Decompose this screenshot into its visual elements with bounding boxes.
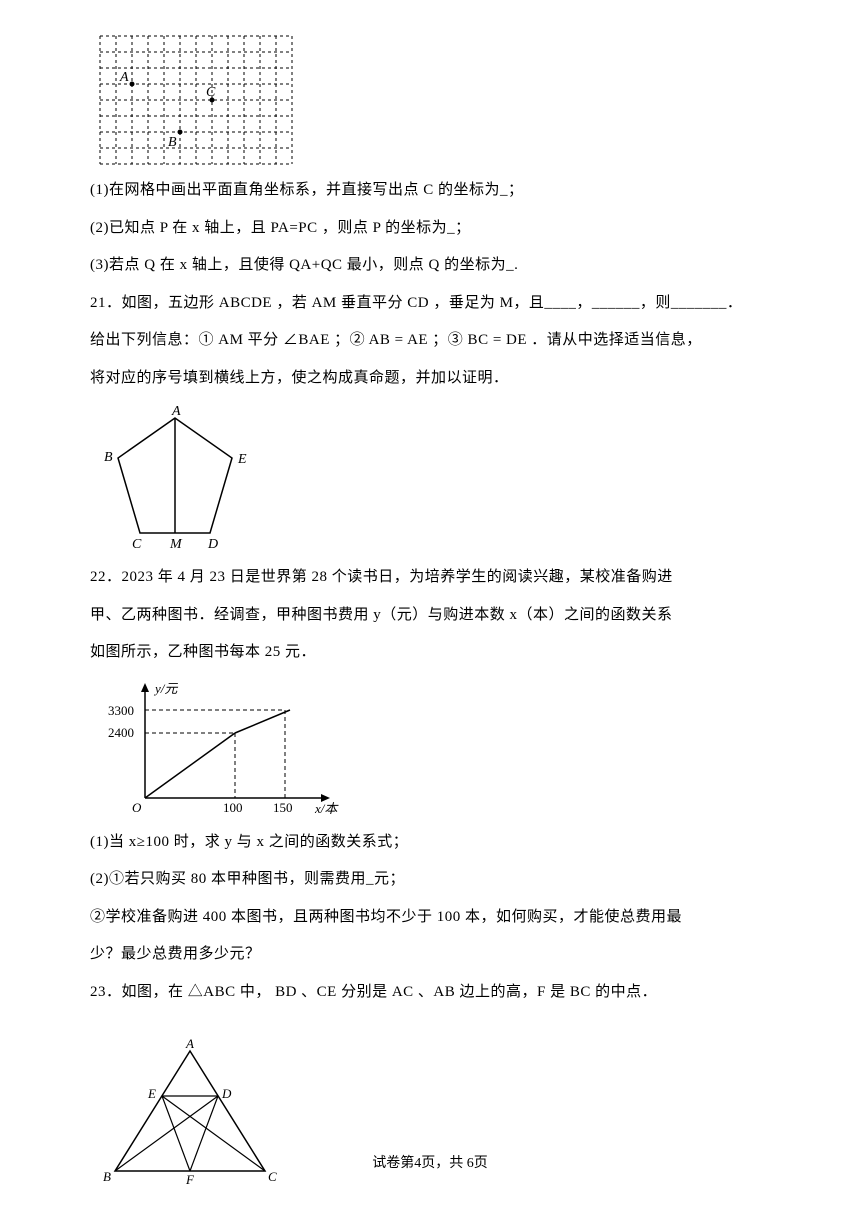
q22-text: 甲、乙两种图书．经调查，甲种图书费用 y（元）与购进本数 x（本）之间的函数关系 [90,597,770,635]
figure-pentagon: A B E C M D [90,403,770,553]
q22-1: (1)当 x≥100 时，求 y 与 x 之间的函数关系式； [90,824,770,862]
tri-A: A [185,1036,194,1051]
q21-text: 给出下列信息：① AM 平分 ∠BAE ；② AB = AE ；③ BC = D… [90,322,770,360]
q22-2b: ②学校准备购进 400 本图书，且两种图书均不少于 100 本，如何购买，才能使… [90,899,770,937]
q21-text: 将对应的序号填到横线上方，使之构成真命题，并加以证明． [90,360,770,398]
q-text: (3)若点 Q 在 x 轴上，且使得 QA+QC 最小，则点 Q 的坐标为_. [90,247,770,285]
grid-label-C: C [206,85,216,100]
grid-label-B: B [168,135,177,150]
pentagon-C: C [132,537,142,552]
figure-chart: y/元 x/本 3300 2400 100 150 O [90,678,770,818]
pentagon-A: A [171,404,181,419]
q22-text: 如图所示，乙种图书每本 25 元． [90,634,770,672]
q22-2a: (2)①若只购买 80 本甲种图书，则需费用_元； [90,861,770,899]
pentagon-M: M [169,537,183,552]
pentagon-D: D [207,537,218,552]
chart-y2: 2400 [108,725,134,740]
q22-text: 22．2023 年 4 月 23 日是世界第 28 个读书日，为培养学生的阅读兴… [90,559,770,597]
pentagon-B: B [104,450,113,465]
q23-text: 23．如图，在 △ABC 中， BD 、CE 分别是 AC 、AB 边上的高，F… [90,974,770,1012]
chart-x2: 150 [273,800,293,815]
svg-text:O: O [132,800,142,815]
page-footer: 试卷第4页，共 6页 [0,1146,860,1181]
tri-D: D [221,1086,232,1101]
page-content: A B C (1)在网格中画出平面直角坐标系，并直接写出点 C 的坐标为_； (… [90,26,770,1186]
figure-grid: A B C [90,26,770,166]
q21-text: 21．如图，五边形 ABCDE ，若 AM 垂直平分 CD ，垂足为 M，且__… [90,285,770,323]
q-text: (1)在网格中画出平面直角坐标系，并直接写出点 C 的坐标为_； [90,172,770,210]
pentagon-E: E [237,452,247,467]
q-text: (2)已知点 P 在 x 轴上，且 PA=PC ，则点 P 的坐标为_； [90,210,770,248]
chart-y1: 3300 [108,703,134,718]
chart-ylabel: y/元 [153,681,178,696]
chart-x1: 100 [223,800,243,815]
chart-xlabel: x/本 [314,801,339,816]
grid-label-A: A [119,70,129,85]
tri-E: E [147,1086,156,1101]
q22-2c: 少？最少总费用多少元？ [90,936,770,974]
